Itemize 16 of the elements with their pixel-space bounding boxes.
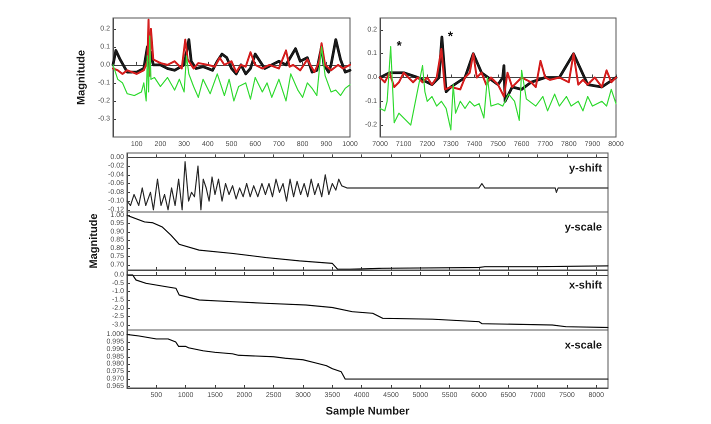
- line-series: [126, 161, 609, 210]
- y-axis-title: Magnitude: [88, 214, 100, 268]
- line-series: [112, 18, 351, 77]
- y-axis-title: Magnitude: [76, 50, 88, 105]
- annotation: x-scale: [564, 340, 602, 352]
- line-series: [126, 274, 609, 328]
- line-series: [112, 35, 351, 102]
- annotation: x-shift: [569, 280, 602, 292]
- line-series: [126, 334, 609, 380]
- line-series: [379, 46, 617, 130]
- annotation: *: [396, 38, 403, 54]
- annotation: y-shift: [569, 162, 602, 174]
- annotation: *: [448, 28, 454, 44]
- annotation: y-scale: [564, 222, 602, 234]
- line-series: [379, 48, 617, 98]
- x-axis-title: Sample Number: [326, 406, 410, 418]
